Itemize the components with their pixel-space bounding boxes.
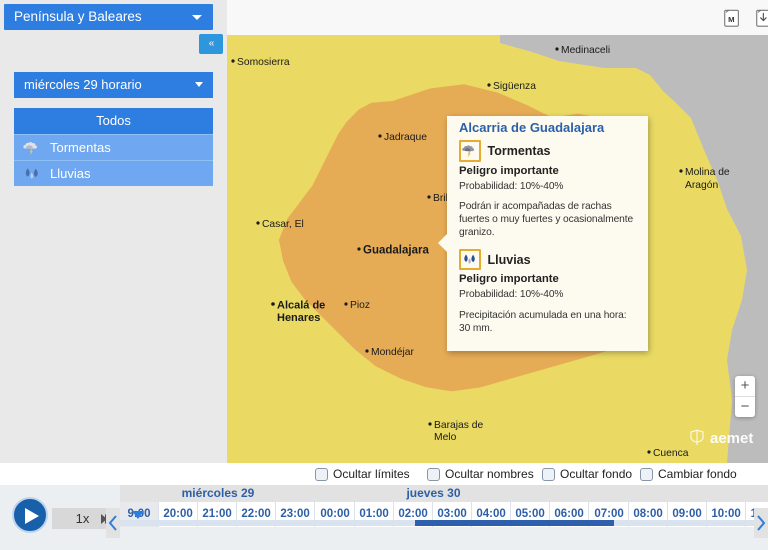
svg-text:Guadalajara: Guadalajara (363, 245, 429, 257)
svg-text:M: M (728, 15, 734, 24)
svg-text:Henares: Henares (277, 312, 320, 324)
svg-text:Pioz: Pioz (350, 300, 370, 311)
svg-text:Somosierra: Somosierra (237, 57, 290, 68)
svg-text:Molina de: Molina de (685, 167, 730, 178)
svg-text:Casar, El: Casar, El (262, 219, 304, 230)
svg-text:Medinaceli: Medinaceli (561, 45, 610, 56)
svg-text:Jadraque: Jadraque (384, 132, 427, 143)
svg-text:Cuenca: Cuenca (653, 448, 689, 459)
svg-text:Barajas de: Barajas de (434, 420, 484, 431)
svg-text:Melo: Melo (434, 432, 457, 443)
svg-text:Aragón: Aragón (685, 180, 718, 191)
svg-text:Alcalá de: Alcalá de (277, 300, 325, 312)
svg-text:Sigüenza: Sigüenza (493, 81, 536, 92)
svg-text:Mondéjar: Mondéjar (371, 347, 414, 358)
